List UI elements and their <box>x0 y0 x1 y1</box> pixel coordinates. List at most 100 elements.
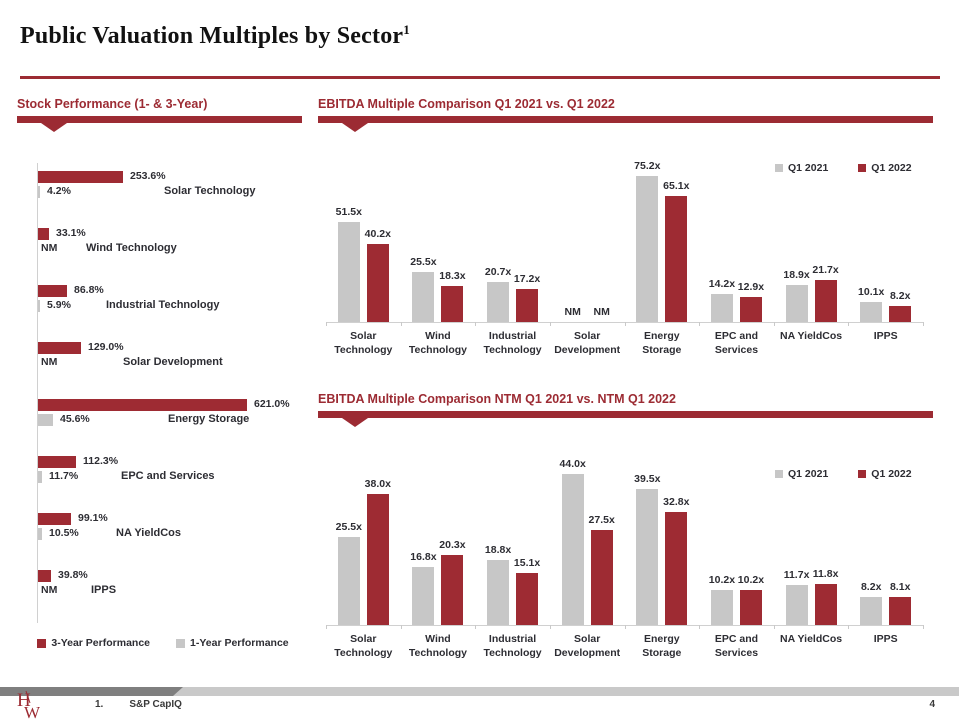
bar-q1-2022 <box>590 530 613 625</box>
value-label: 10.2x <box>737 574 765 586</box>
bar-q1-2022 <box>889 306 912 322</box>
legend-swatch <box>176 638 185 648</box>
category-block: 621.0% 45.6% Energy Storage <box>38 397 309 427</box>
bar-row-3-year: 253.6% <box>38 169 309 184</box>
value-label: 39.5x <box>634 473 661 485</box>
value-label: 16.8x <box>410 551 437 563</box>
pointer-triangle-icon <box>342 123 368 132</box>
bar-3-year <box>38 512 71 525</box>
value-label: 25.5x <box>410 256 437 268</box>
category-label: Industrial Technology <box>483 633 542 659</box>
bar-3-year <box>38 341 81 354</box>
category-label: Wind Technology <box>86 242 177 254</box>
value-label: 10.1x <box>858 286 885 298</box>
value-label: 621.0% <box>254 398 290 410</box>
legend-item: Q1 2022 <box>858 162 912 174</box>
category-label: Solar Development <box>554 633 621 659</box>
axis-tick <box>774 625 775 629</box>
legend-swatch <box>858 164 867 172</box>
axis-tick <box>401 322 402 326</box>
section-header-ebitda-ntm: EBITDA Multiple Comparison NTM Q1 2021 v… <box>318 392 676 406</box>
category-block: 86.8% 5.9% Industrial Technology <box>38 283 309 313</box>
axis-tick <box>848 625 849 629</box>
bar-row-3-year: 129.0% <box>38 340 309 355</box>
legend-item: Q1 2021 <box>775 468 828 480</box>
axis-tick <box>923 322 924 326</box>
legend-item: Q1 2021 <box>775 162 828 174</box>
legend-label: 3-Year Performance <box>51 637 150 649</box>
legend-label: Q1 2021 <box>788 162 829 174</box>
pointer-triangle-icon <box>342 418 368 427</box>
bar-q1-2021 <box>412 272 435 322</box>
legend-item: Q1 2022 <box>858 468 912 480</box>
category-label: NA YieldCos <box>780 633 843 645</box>
bar-row-3-year: 99.1% <box>38 511 309 526</box>
bar-q1-2021 <box>337 222 360 322</box>
value-label: 38.0x <box>364 478 391 490</box>
chart-plot-area: 253.6% 4.2% Solar Technology 33.1% NM Wind Te… <box>38 169 309 625</box>
value-label: 45.6% <box>60 413 90 425</box>
category-label: Solar Development <box>123 356 223 368</box>
chart-legend: 3-Year Performance 1-Year Performance <box>17 637 309 649</box>
section-underline-bar <box>318 116 933 132</box>
axis-tick <box>326 322 327 326</box>
category-label: EPC and Services <box>714 633 759 659</box>
category-label: NA YieldCos <box>116 527 181 539</box>
category-label: EPC and Services <box>714 330 759 356</box>
category-block: 253.6% 4.2% Solar Technology <box>38 169 309 199</box>
value-label: 21.7x <box>812 264 839 276</box>
category-block: 129.0% NM Solar Development <box>38 340 309 370</box>
x-axis-labels: Solar Technology Wind Technology Industria… <box>326 633 923 660</box>
legend-label: 1-Year Performance <box>190 637 289 649</box>
category-block: 99.1% 10.5% NA YieldCos <box>38 511 309 541</box>
category-label: Industrial Technology <box>106 299 220 311</box>
category-label: Energy Storage <box>642 633 682 659</box>
bar-row-1-year: 5.9% <box>38 298 309 313</box>
axis-tick <box>699 322 700 326</box>
section-stock-performance: Stock Performance (1- & 3-Year) <box>17 97 302 132</box>
axis-tick <box>625 322 626 326</box>
category-label: EPC and Services <box>121 470 215 482</box>
bar-q1-2022 <box>366 494 389 625</box>
value-label: 8.2x <box>889 290 911 302</box>
bar-row-3-year: 621.0% <box>38 397 309 412</box>
bar-row-1-year: 10.5% <box>38 526 309 541</box>
footnote: 1. S&P CapIQ <box>95 699 182 710</box>
title-rule <box>20 76 940 79</box>
page-number: 4 <box>929 699 935 710</box>
category-label: Solar Technology <box>164 185 256 197</box>
bar-q1-2022 <box>516 573 539 625</box>
legend-swatch <box>37 638 47 648</box>
value-label: 253.6% <box>130 170 166 182</box>
value-label: 39.8% <box>58 569 88 581</box>
hw-logo: H W <box>17 690 41 719</box>
stock-performance-chart: 253.6% 4.2% Solar Technology 33.1% NM Wind Te… <box>17 155 309 667</box>
value-label: 18.3x <box>439 270 466 282</box>
bar-q1-2021 <box>785 585 808 625</box>
value-label: 18.8x <box>484 544 512 556</box>
value-label: 25.5x <box>335 521 362 533</box>
bar-q1-2021 <box>785 285 808 322</box>
section-ebitda-ntm: EBITDA Multiple Comparison NTM Q1 2021 v… <box>318 392 933 427</box>
footnote-number: 1. <box>95 699 104 710</box>
bar-3-year <box>38 284 67 297</box>
bar-q1-2021 <box>860 597 883 625</box>
page-title-footnote-ref: 1 <box>403 22 410 37</box>
category-label: Solar Technology <box>334 633 393 659</box>
bar-q1-2022 <box>441 286 464 322</box>
bar-q1-2022 <box>516 289 539 322</box>
bar-1-year <box>38 299 40 312</box>
value-label: 4.2% <box>47 185 71 197</box>
bar-q1-2021 <box>860 302 883 322</box>
bar-3-year <box>38 569 51 582</box>
value-label: 10.5% <box>49 527 79 539</box>
bar-q1-2021 <box>561 474 584 625</box>
legend-swatch <box>858 470 867 478</box>
bar-q1-2022 <box>665 196 688 322</box>
bar-q1-2021 <box>636 489 659 625</box>
value-label: 27.5x <box>588 514 615 526</box>
axis-tick <box>550 625 551 629</box>
y-axis-line <box>37 163 38 623</box>
axis-tick <box>475 625 476 629</box>
value-label: 20.3x <box>439 539 466 551</box>
